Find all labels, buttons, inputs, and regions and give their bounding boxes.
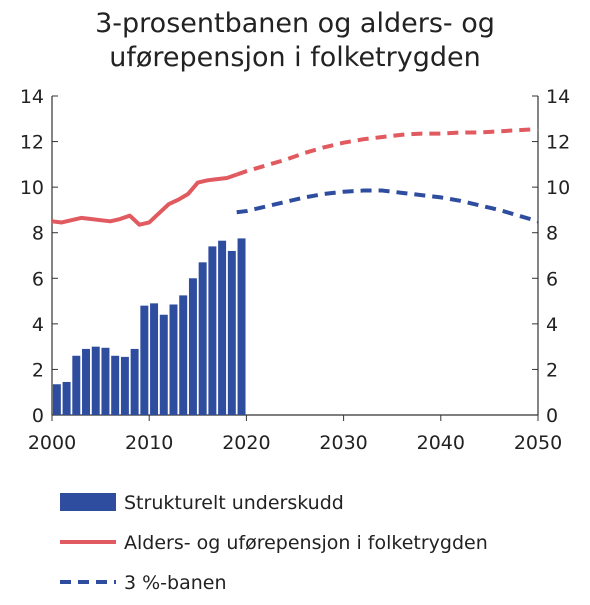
y-tick-label-right: 6 bbox=[546, 268, 558, 290]
bar-strukturelt-underskudd-2001 bbox=[52, 384, 61, 415]
x-tick-label: 2030 bbox=[319, 432, 367, 454]
y-tick-label-left: 4 bbox=[32, 314, 44, 336]
y-tick-label-left: 14 bbox=[20, 86, 44, 108]
bar-strukturelt-underskudd-2013 bbox=[169, 304, 178, 415]
y-tick-label-right: 10 bbox=[546, 177, 570, 199]
bar-strukturelt-underskudd-2014 bbox=[179, 295, 188, 415]
bar-strukturelt-underskudd-2007 bbox=[111, 355, 120, 415]
y-tick-label-right: 14 bbox=[546, 86, 570, 108]
axes: 0 2 4 6 8 10 12 14 0 2 4 6 8 10 12 14 2000 2010 2020 2030 20… bbox=[20, 86, 570, 454]
bar-series bbox=[52, 238, 246, 415]
y-tick-label-right: 12 bbox=[546, 132, 570, 154]
legend-item-2: Alders- og uførepensjon i folketrygden bbox=[60, 532, 488, 554]
bar-strukturelt-underskudd-2005 bbox=[91, 346, 100, 415]
bar-strukturelt-underskudd-2008 bbox=[120, 356, 129, 415]
bar-strukturelt-underskudd-2020 bbox=[237, 238, 246, 415]
bar-strukturelt-underskudd-2016 bbox=[198, 262, 207, 415]
bar-strukturelt-underskudd-2006 bbox=[101, 347, 110, 415]
bar-strukturelt-underskudd-2003 bbox=[72, 355, 81, 415]
x-tick-label: 2040 bbox=[417, 432, 465, 454]
y-tick-label-left: 2 bbox=[32, 359, 44, 381]
x-tick-label: 2000 bbox=[28, 432, 76, 454]
bar-strukturelt-underskudd-2004 bbox=[82, 348, 91, 415]
line-3-prosent-banen bbox=[236, 188, 539, 224]
y-tick-label-left: 10 bbox=[20, 177, 44, 199]
bar-strukturelt-underskudd-2018 bbox=[218, 240, 227, 415]
legend-label: Alders- og uførepensjon i folketrygden bbox=[124, 532, 488, 554]
bar-strukturelt-underskudd-2015 bbox=[188, 278, 197, 415]
bar-strukturelt-underskudd-2017 bbox=[208, 246, 217, 415]
bar-strukturelt-underskudd-2019 bbox=[227, 250, 236, 415]
bar-strukturelt-underskudd-2011 bbox=[150, 303, 159, 415]
legend-swatch-bar bbox=[60, 493, 116, 511]
legend-label: Strukturelt underskudd bbox=[124, 492, 344, 514]
x-tick-label: 2020 bbox=[222, 432, 270, 454]
bar-strukturelt-underskudd-2009 bbox=[130, 348, 139, 415]
y-tick-label-right: 8 bbox=[546, 223, 558, 245]
line-pension-historical bbox=[51, 172, 238, 227]
bar-strukturelt-underskudd-2002 bbox=[62, 381, 71, 415]
legend-item-3: 3 %-banen bbox=[60, 572, 227, 594]
chart-title-line-2: uførepensjon i folketrygden bbox=[109, 42, 480, 73]
x-tick-label: 2050 bbox=[514, 432, 562, 454]
legend: Strukturelt underskudd Alders- og uførepe… bbox=[60, 492, 488, 594]
y-tick-label-left: 0 bbox=[32, 405, 44, 427]
line-pension-projection bbox=[236, 127, 539, 177]
legend-label: 3 %-banen bbox=[124, 572, 227, 594]
x-tick-label: 2010 bbox=[125, 432, 173, 454]
legend-item-1: Strukturelt underskudd bbox=[60, 492, 344, 514]
bar-strukturelt-underskudd-2012 bbox=[159, 314, 168, 415]
y-tick-label-right: 2 bbox=[546, 359, 558, 381]
y-tick-label-left: 12 bbox=[20, 132, 44, 154]
y-tick-label-right: 4 bbox=[546, 314, 558, 336]
y-tick-label-left: 6 bbox=[32, 268, 44, 290]
y-tick-label-left: 8 bbox=[32, 223, 44, 245]
chart-title-line-1: 3-prosentbanen og alders- og bbox=[95, 8, 495, 39]
line-series bbox=[51, 127, 539, 227]
y-tick-label-right: 0 bbox=[546, 405, 558, 427]
bar-strukturelt-underskudd-2010 bbox=[140, 305, 149, 415]
